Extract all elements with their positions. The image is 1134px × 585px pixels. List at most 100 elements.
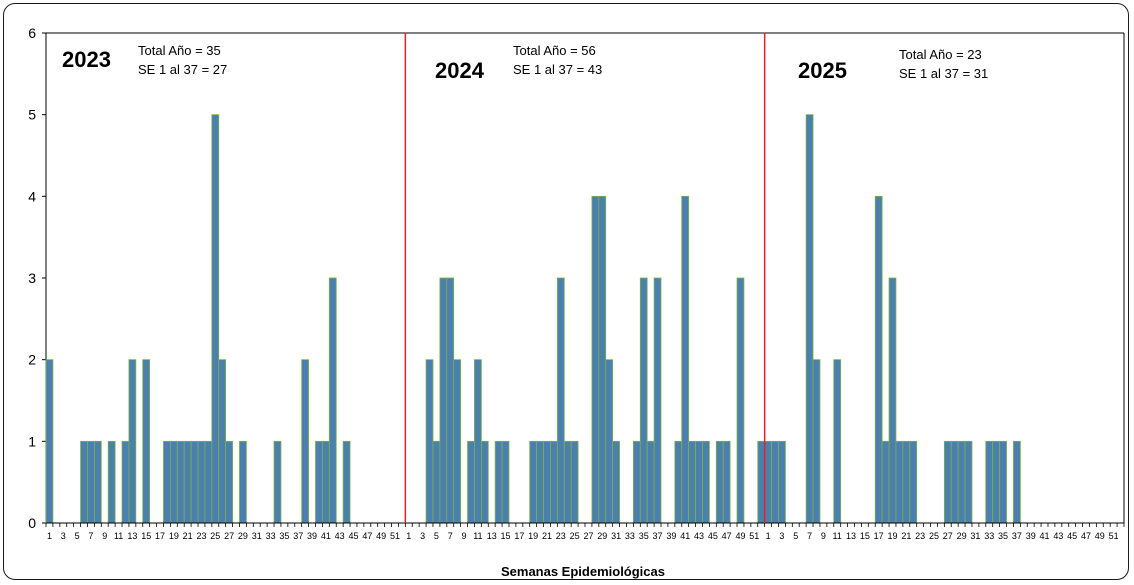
bar bbox=[632, 440, 641, 524]
bar bbox=[342, 440, 351, 524]
x-tick-label: 49 bbox=[735, 531, 745, 541]
x-tick-label: 19 bbox=[169, 531, 179, 541]
x-axis-title: Semanas Epidemiológicas bbox=[501, 564, 665, 579]
bar bbox=[432, 440, 441, 524]
bar bbox=[93, 440, 102, 524]
bar bbox=[563, 440, 572, 524]
bar bbox=[439, 277, 448, 524]
x-tick-label: 41 bbox=[680, 531, 690, 541]
x-tick-label: 49 bbox=[1095, 531, 1105, 541]
bar bbox=[328, 277, 337, 524]
bar bbox=[653, 277, 662, 524]
bar bbox=[1013, 440, 1021, 524]
x-tick-label: 35 bbox=[639, 531, 649, 541]
bar bbox=[943, 440, 952, 524]
bar bbox=[805, 114, 814, 524]
x-tick-label: 23 bbox=[196, 531, 206, 541]
bar bbox=[771, 440, 779, 524]
bar bbox=[225, 440, 233, 524]
x-tick-label: 31 bbox=[252, 531, 262, 541]
x-tick-label: 49 bbox=[376, 531, 386, 541]
bar bbox=[778, 440, 786, 524]
x-tick-label: 13 bbox=[846, 531, 856, 541]
bar bbox=[80, 440, 88, 524]
x-tick-label: 43 bbox=[335, 531, 345, 541]
x-tick-label: 5 bbox=[75, 531, 80, 541]
x-tick-label: 35 bbox=[998, 531, 1008, 541]
x-tick-label: 23 bbox=[915, 531, 925, 541]
x-tick-label: 11 bbox=[833, 531, 842, 541]
bar bbox=[474, 359, 482, 524]
bar bbox=[612, 440, 620, 524]
bar bbox=[218, 359, 227, 524]
bar bbox=[453, 359, 462, 524]
bar bbox=[702, 440, 710, 524]
x-tick-label: 13 bbox=[127, 531, 137, 541]
bar bbox=[688, 440, 696, 524]
x-tick-label: 45 bbox=[349, 531, 359, 541]
x-tick-label: 43 bbox=[694, 531, 704, 541]
x-tick-label: 33 bbox=[625, 531, 635, 541]
x-tick-label: 5 bbox=[793, 531, 798, 541]
bar bbox=[985, 440, 994, 524]
x-tick-label: 29 bbox=[957, 531, 967, 541]
year-total-note: Total Año = 23 bbox=[899, 47, 982, 62]
bar bbox=[999, 440, 1007, 524]
bar bbox=[169, 440, 178, 524]
bar bbox=[895, 440, 904, 524]
bar bbox=[570, 440, 579, 524]
bar bbox=[992, 440, 1001, 524]
bar bbox=[598, 195, 607, 524]
bar bbox=[722, 440, 731, 524]
x-tick-label: 51 bbox=[749, 531, 759, 541]
x-tick-label: 37 bbox=[293, 531, 303, 541]
bar bbox=[301, 359, 309, 524]
bar bbox=[239, 440, 247, 524]
x-tick-label: 13 bbox=[487, 531, 497, 541]
x-tick-label: 15 bbox=[501, 531, 511, 541]
bar bbox=[467, 440, 475, 524]
x-axis: 1 3 5 7 9 11 13 15 17 19 21 23 25 27 29 31 33 35 37 39 41 43 4… bbox=[45, 522, 1125, 541]
x-tick-label: 21 bbox=[542, 531, 552, 541]
bar bbox=[674, 440, 683, 524]
x-tick-label: 25 bbox=[570, 531, 580, 541]
bar bbox=[902, 440, 911, 524]
bar bbox=[543, 440, 551, 524]
x-tick-label: 29 bbox=[238, 531, 248, 541]
x-tick-label: 27 bbox=[943, 531, 953, 541]
bar bbox=[681, 195, 690, 524]
bar bbox=[273, 440, 282, 524]
x-tick-label: 31 bbox=[970, 531, 980, 541]
x-tick-label: 27 bbox=[224, 531, 234, 541]
bar bbox=[550, 440, 558, 524]
bar bbox=[322, 440, 330, 524]
year-label: 2025 bbox=[798, 58, 847, 83]
bar bbox=[888, 277, 897, 524]
x-tick-label: 51 bbox=[1109, 531, 1119, 541]
y-tick-label: 1 bbox=[28, 433, 36, 449]
x-tick-label: 35 bbox=[279, 531, 289, 541]
y-tick-label: 3 bbox=[28, 270, 36, 286]
bar bbox=[315, 440, 323, 524]
y-tick-label: 5 bbox=[28, 107, 36, 123]
bar bbox=[536, 440, 544, 524]
x-tick-label: 39 bbox=[1026, 531, 1036, 541]
year-total-note: Total Año = 35 bbox=[138, 43, 221, 58]
bar bbox=[833, 359, 842, 524]
bar bbox=[639, 277, 648, 524]
bar bbox=[605, 359, 614, 524]
x-tick-label: 37 bbox=[653, 531, 663, 541]
bar bbox=[529, 440, 538, 524]
bar bbox=[494, 440, 503, 524]
year-label: 2023 bbox=[62, 47, 111, 72]
x-tick-label: 15 bbox=[141, 531, 151, 541]
x-tick-label: 1 bbox=[406, 531, 411, 541]
x-tick-label: 7 bbox=[807, 531, 812, 541]
x-tick-label: 5 bbox=[434, 531, 439, 541]
x-tick-label: 3 bbox=[779, 531, 784, 541]
x-tick-label: 11 bbox=[114, 531, 123, 541]
y-tick-label: 0 bbox=[28, 515, 36, 531]
bar bbox=[87, 440, 95, 524]
bar bbox=[183, 440, 192, 524]
